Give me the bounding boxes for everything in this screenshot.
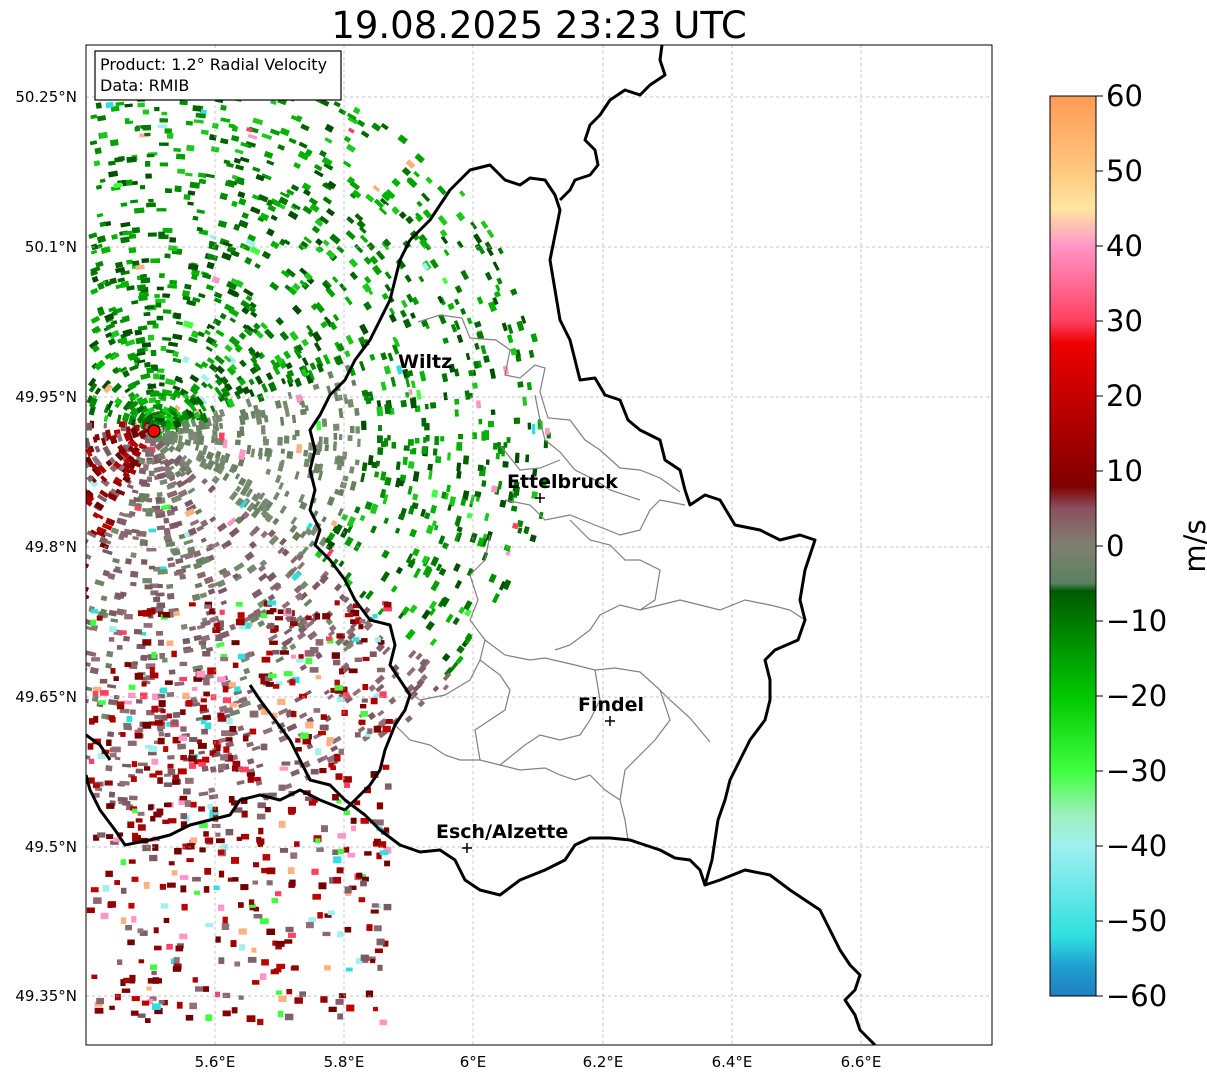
city-wiltz: Wiltz xyxy=(398,351,452,373)
city-marker-findel xyxy=(605,716,615,726)
city-label-findel: Findel xyxy=(578,694,644,716)
city-marker-ettelbruck xyxy=(535,493,545,503)
colorbar-unit-label: m/s xyxy=(1178,519,1207,572)
colorbar-tick-label: 20 xyxy=(1106,379,1143,413)
colorbar-tick-label: 30 xyxy=(1106,304,1143,338)
colorbar-tick-label: 40 xyxy=(1106,229,1143,263)
city-esch: Esch/Alzette xyxy=(436,821,568,853)
lon-tick: 6.4°E xyxy=(712,1053,753,1071)
colorbar-tick-label: 50 xyxy=(1106,154,1143,188)
borders xyxy=(86,45,877,1045)
plot-frame xyxy=(85,44,993,1046)
colorbar-tick-label: −30 xyxy=(1106,754,1167,788)
city-markers: Wiltz Ettelbruck Findel Esch/Alzette xyxy=(398,351,644,853)
city-label-wiltz: Wiltz xyxy=(398,351,452,373)
lon-tick: 5.8°E xyxy=(324,1053,365,1071)
colorbar-tick-label: −60 xyxy=(1106,979,1167,1013)
radar-echoes xyxy=(86,53,551,1026)
country-borders xyxy=(86,45,877,1045)
colorbar-tick-label: −20 xyxy=(1106,679,1167,713)
lat-tick: 49.8°N xyxy=(25,538,77,556)
colorbar-tick-label: −40 xyxy=(1106,829,1167,863)
colorbar-tick-label: 60 xyxy=(1106,79,1143,113)
lat-tick: 49.65°N xyxy=(15,688,77,706)
lat-tick: 49.5°N xyxy=(25,838,77,856)
lon-tick: 6.6°E xyxy=(841,1053,882,1071)
colorbar-tick-label: 10 xyxy=(1106,454,1143,488)
colorbar-ticks: 60 50 40 30 20 10 0 −10 −20 −30 −40 −50 −60 xyxy=(1096,79,1167,1013)
lat-tick-labels: 50.25°N 50.1°N 49.95°N 49.8°N 49.65°N 49… xyxy=(15,88,77,1005)
colorbar-tick-label: 0 xyxy=(1106,529,1124,563)
colorbar: 60 50 40 30 20 10 0 −10 −20 −30 −40 −50 −60 m/s xyxy=(1049,79,1207,1013)
radar-site-marker xyxy=(147,424,161,438)
gridlines xyxy=(86,45,992,1045)
colorbar-tick-label: −50 xyxy=(1106,904,1167,938)
lat-tick: 50.1°N xyxy=(25,238,77,256)
lat-tick: 50.25°N xyxy=(15,88,77,106)
lon-tick: 5.6°E xyxy=(195,1053,236,1071)
canton-borders xyxy=(394,314,806,841)
city-label-esch-alzette: Esch/Alzette xyxy=(436,821,568,843)
info-data-source: Data: RMIB xyxy=(100,76,189,95)
city-ettelbruck: Ettelbruck xyxy=(507,471,618,503)
city-label-ettelbruck: Ettelbruck xyxy=(507,471,618,493)
city-marker-esch-alzette xyxy=(462,843,472,853)
lon-tick: 6°E xyxy=(460,1053,487,1071)
lat-tick: 49.35°N xyxy=(15,987,77,1005)
lat-tick: 49.95°N xyxy=(15,388,77,406)
lon-tick-labels: 5.6°E 5.8°E 6°E 6.2°E 6.4°E 6.6°E xyxy=(195,1053,882,1071)
colorbar-tick-label: −10 xyxy=(1106,604,1167,638)
city-findel: Findel xyxy=(578,694,644,726)
map-title: 19.08.2025 23:23 UTC xyxy=(331,4,747,47)
info-box: Product: 1.2° Radial Velocity Data: RMIB xyxy=(94,50,342,101)
colorbar-bar xyxy=(1049,95,1097,997)
lon-tick: 6.2°E xyxy=(583,1053,624,1071)
info-product: Product: 1.2° Radial Velocity xyxy=(100,55,327,74)
